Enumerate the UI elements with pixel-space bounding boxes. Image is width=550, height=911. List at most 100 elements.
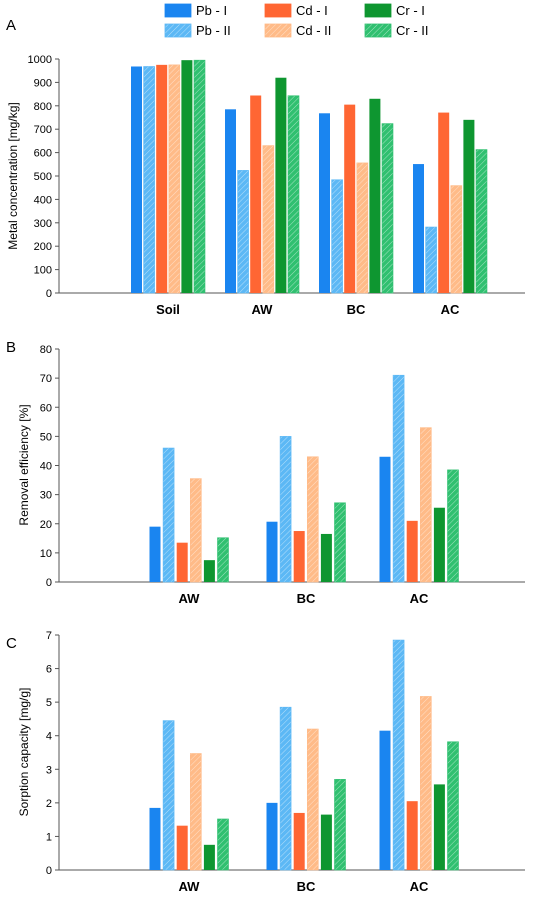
panel-c-bar-bc-cd-i	[293, 812, 305, 870]
legend-label-cr-ii: Cr - II	[396, 23, 429, 38]
panel-a-bar-ac-cd-i	[438, 112, 450, 293]
panel-b-ytick-label: 80	[40, 344, 52, 356]
panel-b-ytick-label: 50	[40, 431, 52, 443]
panel-a-ylabel: Metal concentration [mg/kg]	[6, 102, 20, 249]
panel-b-bar-aw-cr-ii	[217, 537, 229, 583]
panel-b-category-aw: AW	[179, 591, 201, 606]
panel-a-bar-aw-pb-ii	[237, 170, 249, 294]
panel-c-bar-ac-cd-ii	[419, 696, 432, 871]
legend-label-cd-ii: Cd - II	[296, 23, 331, 38]
panel-a-chart: A Metal concentration [mg/kg] 0 100 200 300…	[6, 17, 525, 317]
panel-c-bar-aw-cr-i	[203, 844, 215, 870]
panel-a-bar-ac-pb-i	[413, 164, 424, 293]
panel-b-bar-ac-cr-ii	[447, 469, 459, 583]
panel-b-bar-aw-cd-ii	[190, 478, 202, 583]
panel-a-bar-aw-cd-ii	[262, 145, 275, 294]
legend-swatch-cd-ii	[264, 23, 292, 38]
legend: Pb - I Cd - I Cr - I Pb - II Cd - II Cr - II	[164, 3, 429, 38]
panel-b-bar-ac-cd-i	[406, 520, 418, 582]
panel-b-bar-ac-cr-i	[433, 507, 445, 582]
panel-b-category-bc: BC	[297, 591, 316, 606]
panel-b-ylabel: Removal efficiency [%]	[17, 404, 31, 525]
panel-a-ytick-label: 600	[34, 148, 52, 160]
legend-label-cd-i: Cd - I	[296, 3, 328, 18]
panel-a-bar-bc-pb-ii	[331, 179, 343, 294]
panel-b-ytick-label: 40	[40, 461, 52, 473]
panel-a-label: A	[6, 17, 16, 34]
panel-b-chart: B Removal efficiency [%] 0 10 20 30 40 50 60 70…	[6, 339, 525, 606]
panel-a-category-aw: AW	[252, 302, 274, 317]
panel-b-bar-aw-pb-ii	[162, 447, 175, 583]
legend-swatch-pb-ii	[164, 23, 192, 38]
panel-b-bar-bc-cd-ii	[306, 456, 319, 583]
panel-a-bar-ac-pb-ii	[425, 226, 437, 294]
panel-c-bar-aw-cd-ii	[190, 753, 202, 871]
panel-c-ytick-label: 1	[46, 831, 52, 843]
panel-c-category-bc: BC	[297, 879, 316, 894]
panel-c-category-ac: AC	[410, 879, 429, 894]
panel-c-bar-ac-cr-ii	[447, 741, 459, 871]
panel-c-bar-bc-cr-i	[320, 814, 332, 870]
panel-a-bar-soil-cr-ii	[193, 59, 206, 294]
panel-a-bar-soil-cd-i	[156, 64, 168, 293]
panel-b-ytick-label: 30	[40, 490, 52, 502]
panel-c-bar-aw-pb-i	[149, 807, 161, 870]
panel-a-bar-ac-cd-ii	[450, 185, 463, 294]
legend-swatch-cd-i	[264, 3, 292, 18]
panel-c-category-aw: AW	[179, 879, 201, 894]
legend-label-pb-ii: Pb - II	[196, 23, 231, 38]
panel-c-bar-bc-pb-i	[266, 802, 278, 870]
panel-a-ytick-label: 800	[34, 101, 52, 113]
panel-a-bar-aw-cr-ii	[287, 95, 300, 294]
panel-b-ytick-label: 60	[40, 402, 52, 414]
panel-a-ytick-label: 300	[34, 218, 52, 230]
panel-a-bar-aw-pb-i	[225, 109, 236, 293]
panel-a-bar-bc-cd-ii	[356, 162, 369, 294]
panel-b-ytick-label: 0	[46, 577, 52, 589]
panel-c-bar-bc-pb-ii	[279, 706, 292, 871]
panel-b-bar-aw-cr-i	[203, 560, 215, 582]
panel-a-ytick-label: 100	[34, 265, 52, 277]
panel-b-bar-ac-pb-ii	[392, 374, 405, 583]
panel-a-bar-soil-pb-i	[131, 66, 142, 293]
panel-a-category-soil: Soil	[156, 302, 180, 317]
panel-b-bar-ac-pb-i	[379, 456, 391, 582]
panel-a-bar-ac-cr-i	[463, 119, 475, 293]
panel-b-bar-bc-pb-ii	[279, 436, 292, 583]
panel-a-ytick-label: 0	[46, 288, 52, 300]
panel-a-bar-bc-cd-i	[344, 104, 356, 293]
panel-a-ytick-label: 700	[34, 124, 52, 136]
panel-a-bar-soil-cd-ii	[168, 64, 181, 294]
panel-b-ytick-label: 70	[40, 373, 52, 385]
panel-a-bar-bc-pb-i	[319, 113, 330, 294]
panel-c-ytick-label: 6	[46, 664, 52, 676]
panel-a-bar-aw-cr-i	[275, 77, 287, 293]
legend-swatch-cr-i	[364, 3, 392, 18]
panel-c-chart: C Sorption capacity [mg/g] 0 1 2 3 4 5 6 7 AW BC A…	[6, 630, 525, 894]
panel-b-bar-bc-cd-i	[293, 531, 305, 582]
panel-b-category-ac: AC	[410, 591, 429, 606]
panel-a-ytick-label: 500	[34, 171, 52, 183]
panel-c-bar-ac-cr-i	[433, 784, 445, 870]
legend-swatch-pb-i	[164, 3, 192, 18]
panel-c-bar-aw-pb-ii	[162, 720, 175, 871]
panel-c-bar-bc-cr-ii	[334, 779, 346, 871]
panel-a-bar-bc-cr-i	[369, 98, 381, 293]
legend-label-pb-i: Pb - I	[196, 3, 227, 18]
panel-c-bar-bc-cd-ii	[306, 728, 319, 871]
panel-c-ytick-label: 5	[46, 697, 52, 709]
legend-swatch-cr-ii	[364, 23, 392, 38]
panel-c-bar-ac-pb-ii	[392, 639, 405, 871]
panel-b-bar-bc-cr-ii	[334, 502, 346, 583]
panel-b-bar-aw-cd-i	[176, 542, 188, 582]
panel-a-ytick-label: 900	[34, 77, 52, 89]
panel-a-category-ac: AC	[441, 302, 460, 317]
panel-b-bar-ac-cd-ii	[419, 427, 432, 583]
panel-a-ytick-label: 1000	[28, 54, 52, 66]
panel-a-ytick-label: 200	[34, 241, 52, 253]
panel-a-bar-bc-cr-ii	[381, 123, 394, 294]
panel-c-ytick-label: 4	[46, 731, 52, 743]
panel-b-bar-bc-pb-i	[266, 521, 278, 582]
legend-label-cr-i: Cr - I	[396, 3, 425, 18]
